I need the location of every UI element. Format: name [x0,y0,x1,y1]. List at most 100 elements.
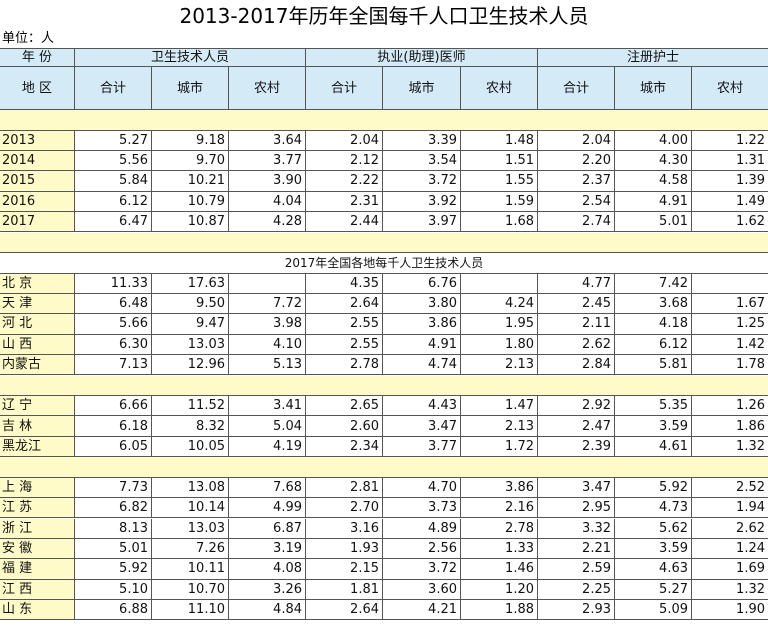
value-cell: 2.37 [538,171,615,192]
value-cell: 2.78 [306,355,383,376]
value-cell: 10.14 [152,498,229,519]
value-cell: 6.87 [229,518,306,539]
value-cell: 2.15 [306,559,383,580]
row-label: 内蒙古 [0,355,75,376]
value-cell: 1.67 [692,293,768,315]
value-cell: 2.25 [538,579,615,601]
value-cell: 4.70 [383,477,461,499]
value-cell: 3.86 [461,477,538,499]
value-cell: 2.81 [306,477,383,499]
value-cell: 2.34 [306,436,383,458]
subcolumn-header: 城市 [383,67,461,110]
spacer-row [0,457,768,478]
row-label: 浙 江 [0,518,75,539]
value-cell: 4.43 [383,396,461,417]
value-cell: 13.03 [152,334,229,356]
value-cell: 4.91 [383,334,461,356]
value-cell: 1.24 [692,538,768,560]
value-cell: 12.96 [152,355,229,376]
value-cell: 2.84 [538,355,615,376]
value-cell: 5.10 [75,579,152,601]
row-label: 江 西 [0,579,75,601]
value-cell: 1.68 [461,212,538,233]
value-cell: 5.13 [229,355,306,376]
row-label: 黑龙江 [0,436,75,458]
value-cell: 4.74 [383,355,461,376]
value-cell: 1.39 [692,171,768,192]
subcolumn-header: 合计 [538,67,615,110]
value-cell: 1.78 [692,355,768,376]
value-cell: 4.63 [615,559,692,580]
value-cell: 4.35 [306,273,383,294]
value-cell: 3.39 [383,130,461,151]
value-cell: 4.77 [538,273,615,294]
value-cell: 1.42 [692,334,768,356]
value-cell: 10.21 [152,171,229,192]
value-cell: 1.32 [692,436,768,458]
value-cell: 2.13 [461,355,538,376]
subcolumn-header: 农村 [461,67,538,110]
value-cell: 4.24 [461,293,538,315]
value-cell: 6.18 [75,416,152,437]
subcolumn-header: 城市 [152,67,229,110]
value-cell: 1.32 [692,579,768,601]
value-cell: 2.12 [306,150,383,172]
value-cell [461,273,538,294]
value-cell [229,273,306,294]
value-cell: 6.12 [75,191,152,213]
subcolumn-header: 农村 [229,67,306,110]
value-cell: 17.63 [152,273,229,294]
value-cell: 7.73 [75,477,152,499]
value-cell: 3.26 [229,579,306,601]
subcolumn-header: 合计 [306,67,383,110]
value-cell: 5.66 [75,314,152,335]
value-cell: 8.13 [75,518,152,539]
value-cell: 5.84 [75,171,152,192]
value-cell: 2.64 [306,600,383,621]
value-cell: 5.01 [75,538,152,560]
value-cell: 4.91 [615,191,692,213]
value-cell: 3.41 [229,396,306,417]
value-cell: 6.88 [75,600,152,621]
value-cell: 5.27 [615,579,692,601]
value-cell: 2.04 [306,130,383,151]
value-cell: 1.80 [461,334,538,356]
value-cell: 7.72 [229,293,306,315]
value-cell: 13.03 [152,518,229,539]
header-cell: 年 份 [0,48,75,67]
value-cell: 4.00 [615,130,692,151]
value-cell: 2.47 [538,416,615,437]
value-cell: 3.73 [383,498,461,519]
value-cell: 8.32 [152,416,229,437]
value-cell: 2.39 [538,436,615,458]
value-cell: 4.99 [229,498,306,519]
value-cell: 2.95 [538,498,615,519]
value-cell: 3.72 [383,171,461,192]
value-cell: 2.55 [306,334,383,356]
value-cell: 3.19 [229,538,306,560]
value-cell: 3.47 [383,416,461,437]
value-cell: 2.11 [538,314,615,335]
row-label: 北 京 [0,273,75,294]
value-cell: 5.56 [75,150,152,172]
row-label: 山 西 [0,334,75,356]
value-cell: 6.48 [75,293,152,315]
value-cell: 2.59 [538,559,615,580]
value-cell: 4.18 [615,314,692,335]
value-cell: 7.26 [152,538,229,560]
value-cell: 7.68 [229,477,306,499]
value-cell: 7.42 [615,273,692,294]
value-cell: 1.55 [461,171,538,192]
value-cell: 10.79 [152,191,229,213]
row-label: 天 津 [0,293,75,315]
value-cell: 11.33 [75,273,152,294]
value-cell: 1.46 [461,559,538,580]
value-cell: 1.26 [692,396,768,417]
value-cell: 3.98 [229,314,306,335]
value-cell: 6.47 [75,212,152,233]
value-cell: 3.72 [383,559,461,580]
value-cell: 3.16 [306,518,383,539]
value-cell: 1.20 [461,579,538,601]
value-cell: 1.59 [461,191,538,213]
value-cell: 3.68 [615,293,692,315]
